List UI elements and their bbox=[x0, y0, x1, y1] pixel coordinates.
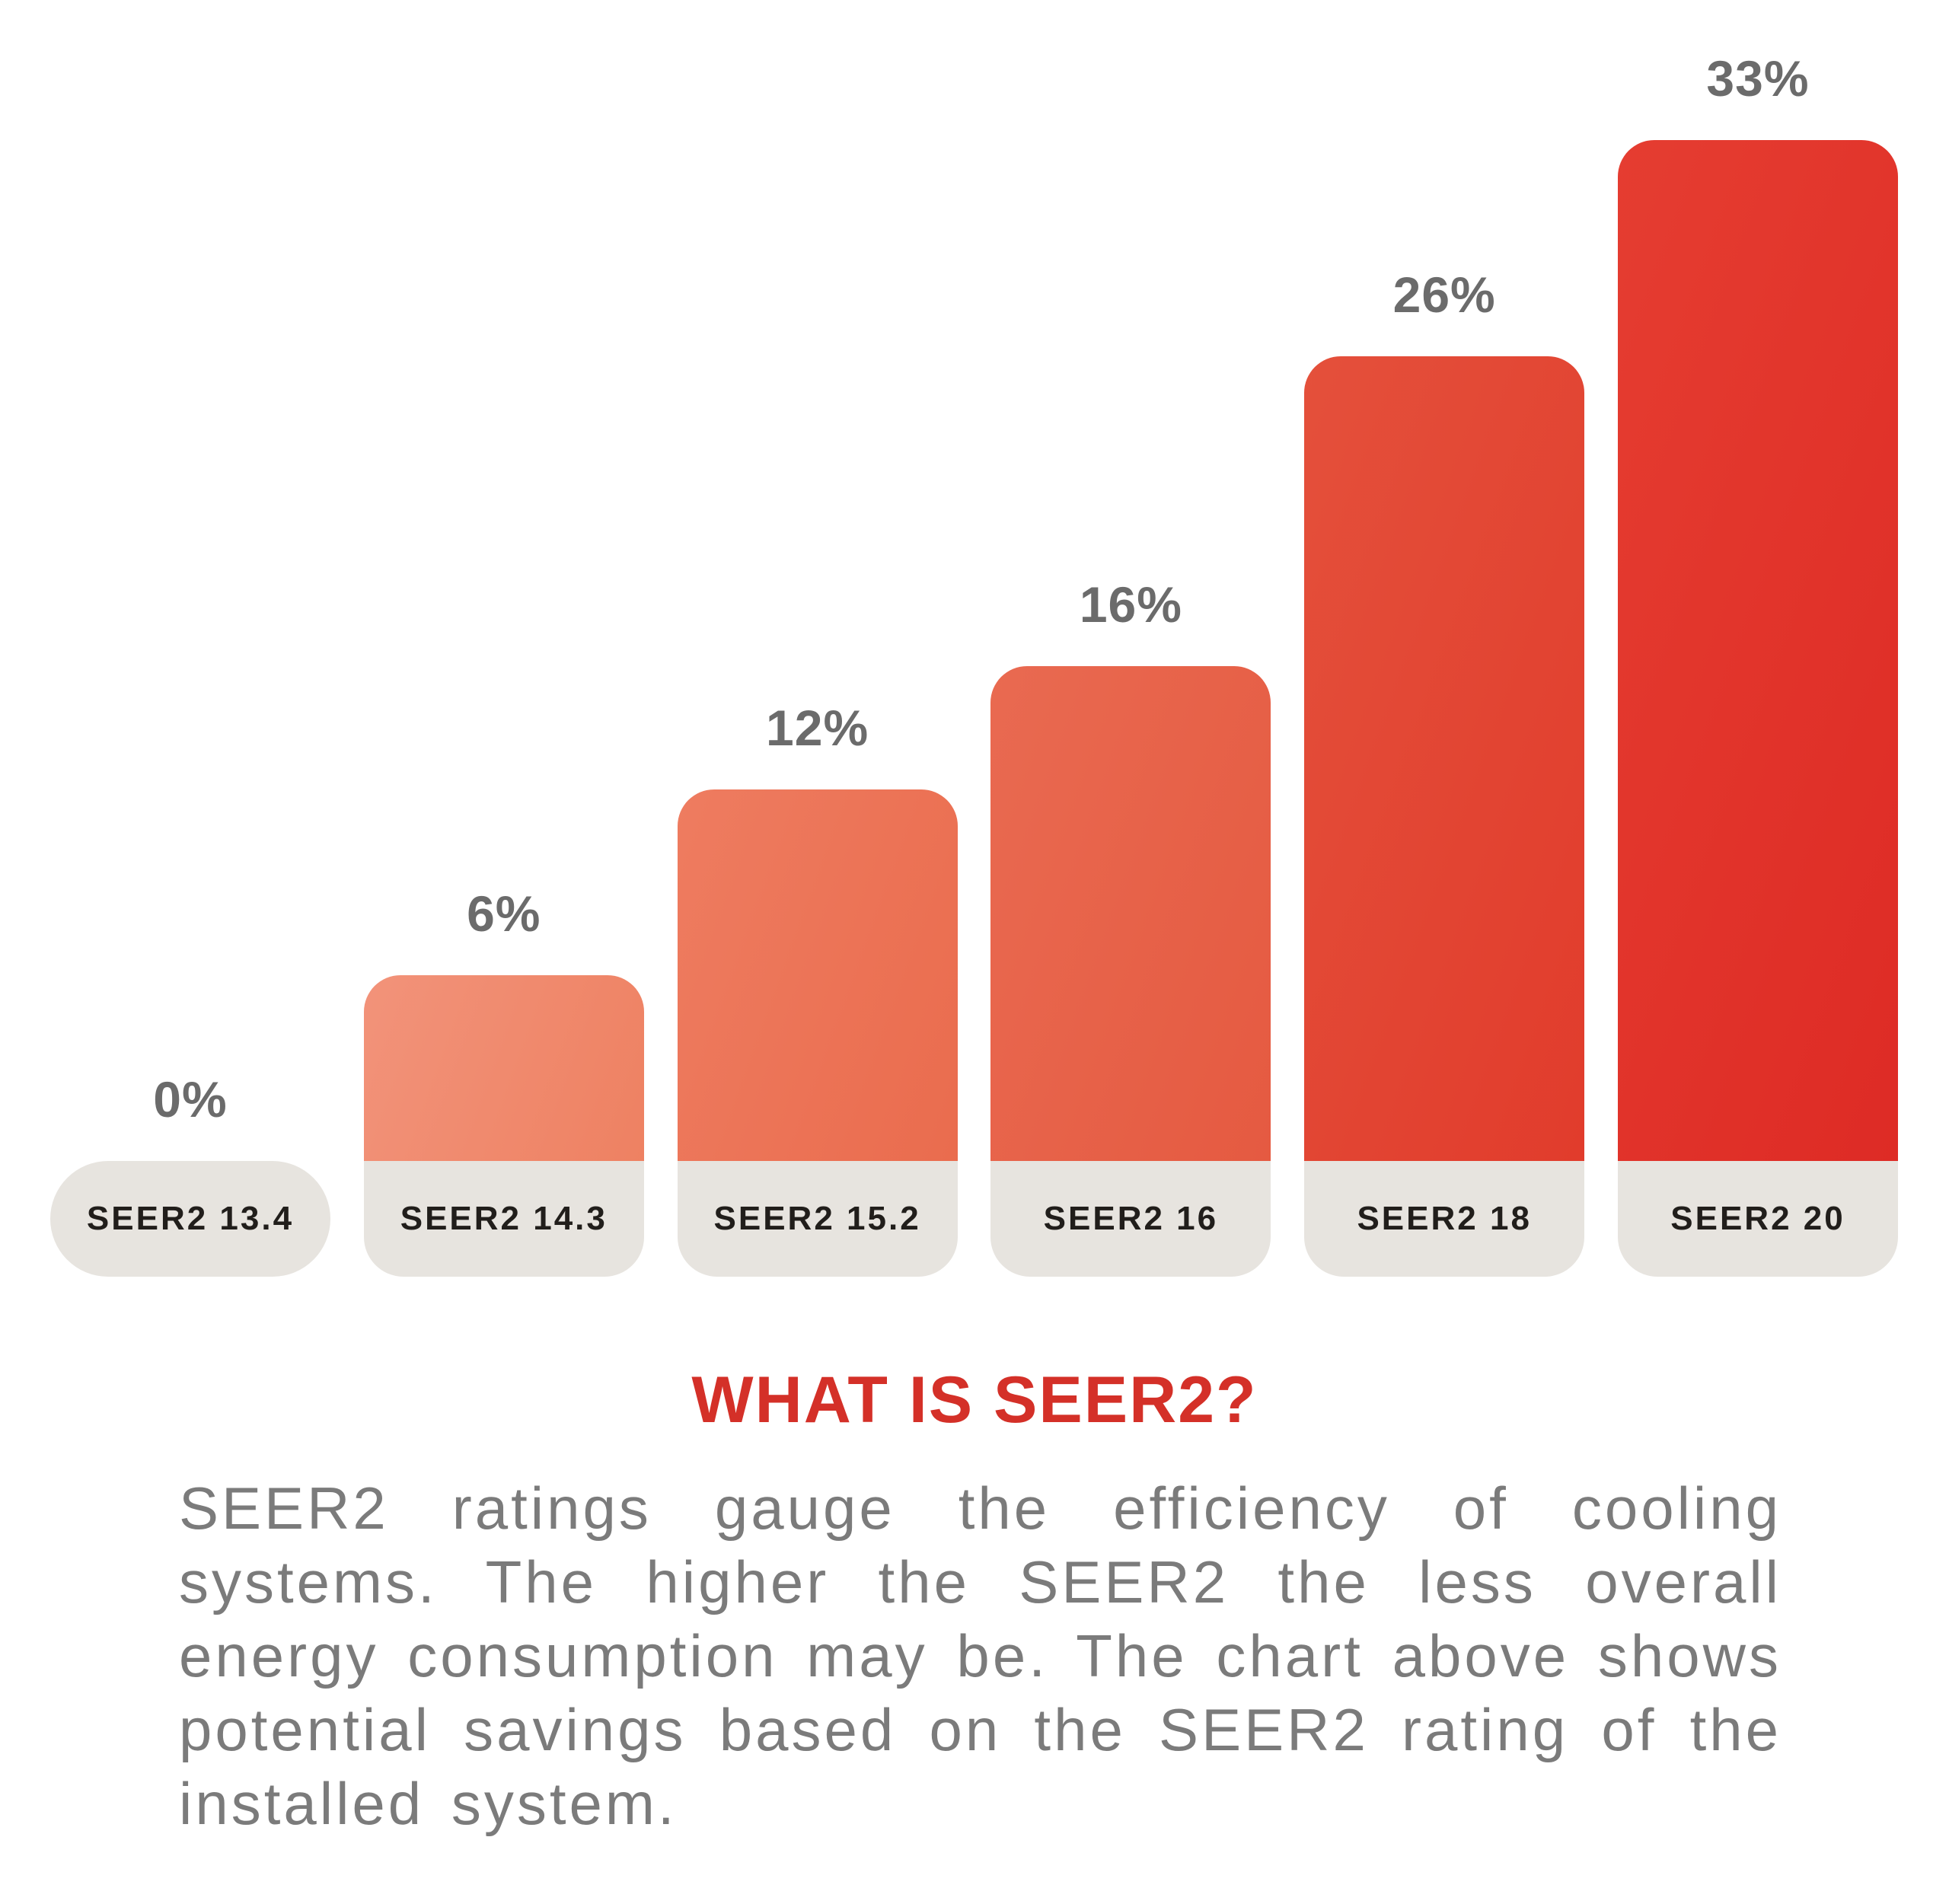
category-label: SEER2 20 bbox=[1670, 1200, 1845, 1237]
category-label: SEER2 14.3 bbox=[400, 1200, 608, 1237]
bar-seer2-16 bbox=[990, 666, 1271, 1161]
category-pill-seer2-15.2: SEER2 15.2 bbox=[677, 1161, 958, 1277]
chart-column-seer2-16: 16% SEER2 16 bbox=[990, 579, 1271, 1277]
bar-value-label: 33% bbox=[1706, 50, 1810, 107]
seer2-savings-bar-chart: 0% SEER2 13.4 6% SEER2 14.3 12% SEER2 15.2 16%… bbox=[50, 0, 1898, 1277]
bar-value-label: 12% bbox=[766, 700, 869, 756]
bar-seer2-14.3 bbox=[363, 975, 644, 1161]
bar-seer2-20 bbox=[1617, 140, 1898, 1161]
category-label: SEER2 16 bbox=[1043, 1200, 1219, 1237]
category-pill-seer2-13.4: SEER2 13.4 bbox=[50, 1161, 330, 1277]
category-label: SEER2 18 bbox=[1357, 1200, 1532, 1237]
category-label: SEER2 13.4 bbox=[86, 1200, 295, 1237]
chart-column-seer2-14.3: 6% SEER2 14.3 bbox=[363, 885, 644, 1277]
chart-column-seer2-15.2: 12% SEER2 15.2 bbox=[677, 700, 958, 1277]
chart-column-seer2-13.4: 0% SEER2 13.4 bbox=[50, 1074, 330, 1277]
chart-column-seer2-20: 33% SEER2 20 bbox=[1617, 50, 1898, 1277]
bar-seer2-15.2 bbox=[677, 789, 958, 1161]
section-body-paragraph: SEER2 ratings gauge the efficiency of co… bbox=[179, 1475, 1782, 1837]
category-pill-seer2-14.3: SEER2 14.3 bbox=[363, 1161, 644, 1277]
category-pill-seer2-16: SEER2 16 bbox=[990, 1161, 1271, 1277]
bar-value-label: 26% bbox=[1392, 266, 1496, 323]
section-heading: WHAT IS SEER2? bbox=[691, 1363, 1258, 1437]
bar-value-label: 16% bbox=[1079, 576, 1182, 633]
bar-value-label: 6% bbox=[467, 885, 541, 942]
category-pill-seer2-20: SEER2 20 bbox=[1617, 1161, 1898, 1277]
chart-column-seer2-18: 26% SEER2 18 bbox=[1304, 266, 1585, 1277]
bar-value-label: 0% bbox=[153, 1071, 228, 1127]
category-pill-seer2-18: SEER2 18 bbox=[1304, 1161, 1585, 1277]
bar-seer2-18 bbox=[1304, 356, 1585, 1161]
category-label: SEER2 15.2 bbox=[713, 1200, 921, 1237]
